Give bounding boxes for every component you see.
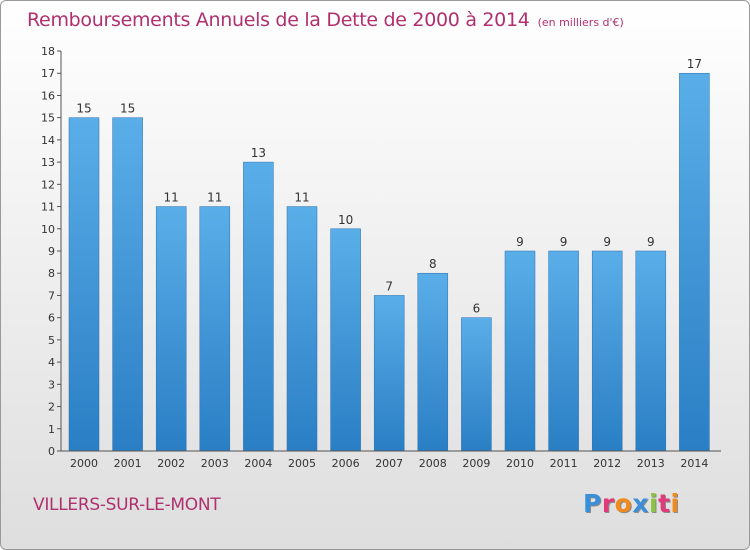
y-tick-label: 1	[48, 423, 55, 436]
y-tick-label: 15	[41, 112, 55, 125]
x-tick-label-2007: 2007	[375, 457, 403, 470]
bar-2003	[199, 206, 231, 452]
logo-letter: t	[658, 489, 671, 518]
data-label-2013: 9	[647, 235, 655, 249]
x-tick-label-2006: 2006	[332, 457, 360, 470]
y-tick-label: 10	[41, 223, 55, 236]
logo-letter: i	[670, 489, 680, 518]
data-label-2002: 11	[164, 191, 179, 205]
y-tick-label: 18	[41, 45, 55, 58]
y-tick-label: 13	[41, 156, 55, 169]
bars	[68, 72, 710, 452]
x-tick-label-2012: 2012	[593, 457, 621, 470]
data-label-2010: 9	[516, 235, 524, 249]
data-label-2005: 11	[294, 191, 309, 205]
y-tick-label: 9	[48, 245, 55, 258]
bar-2001	[112, 117, 143, 452]
data-label-2001: 15	[120, 102, 135, 116]
x-tick-label-2000: 2000	[70, 457, 98, 470]
y-tick-label: 11	[41, 201, 55, 214]
y-tick-label: 6	[48, 312, 55, 325]
data-label-2009: 6	[473, 302, 481, 316]
bar-2010	[504, 250, 536, 452]
data-label-2011: 9	[560, 235, 568, 249]
data-label-2007: 7	[385, 279, 393, 293]
commune-name: VILLERS-SUR-LE-MONT	[33, 495, 221, 515]
data-label-2006: 10	[338, 213, 353, 227]
y-tick-label: 3	[48, 378, 55, 391]
x-tick-label-2013: 2013	[637, 457, 665, 470]
x-tick-label-2002: 2002	[157, 457, 185, 470]
y-tick-label: 16	[41, 89, 55, 102]
data-label-2008: 8	[429, 257, 437, 271]
bar-2008	[417, 272, 449, 452]
y-tick-label: 5	[48, 334, 55, 347]
bar-2011	[548, 250, 579, 452]
x-axis: 2000 2001 2002 2003 2004 2005 2006 2007 2008 2009…	[61, 450, 721, 470]
data-label-2012: 9	[603, 235, 611, 249]
bar-2002	[155, 206, 187, 452]
logo-letter: o	[614, 489, 633, 518]
bar-2000	[68, 117, 100, 452]
x-tick-label-2004: 2004	[244, 457, 272, 470]
bar-2006	[330, 228, 361, 452]
y-tick-label: 0	[48, 445, 55, 458]
y-tick-label: 14	[41, 134, 55, 147]
bar-2005	[286, 206, 318, 452]
x-tick-label-2005: 2005	[288, 457, 316, 470]
x-tick-label-2014: 2014	[680, 457, 708, 470]
logo-letter: i	[649, 489, 659, 518]
bar-2007	[373, 295, 405, 452]
y-tick-label: 8	[48, 267, 55, 280]
data-label-2004: 13	[251, 146, 266, 160]
bar-2014	[679, 72, 710, 452]
y-tick-label: 4	[48, 356, 55, 369]
proxiti-logo: Proxiti	[583, 489, 680, 518]
y-tick-label: 7	[48, 289, 55, 302]
x-tick-label-2003: 2003	[201, 457, 229, 470]
data-label-2000: 15	[76, 102, 91, 116]
x-tick-label-2008: 2008	[419, 457, 447, 470]
x-tick-label-2011: 2011	[550, 457, 578, 470]
y-tick-label: 12	[41, 178, 55, 191]
data-label-2003: 11	[207, 191, 222, 205]
x-tick-label-2001: 2001	[114, 457, 142, 470]
data-labels: 15 15 11 11 13 11 10 7 8 6 9 9 9 9 17	[76, 57, 702, 315]
bar-2004	[243, 161, 274, 452]
x-tick-label-2010: 2010	[506, 457, 534, 470]
chart-subtitle: (en milliers d'€)	[537, 16, 624, 29]
bar-2009	[461, 317, 492, 452]
y-tick-label: 2	[48, 401, 55, 414]
data-label-2014: 17	[687, 57, 702, 71]
logo-letter: P	[583, 489, 602, 518]
bar-2012	[591, 250, 623, 452]
chart-title: Remboursements Annuels de la Dette de 20…	[27, 9, 624, 31]
logo-letter: x	[632, 489, 649, 518]
logo-letter: r	[601, 489, 615, 518]
y-tick-label: 17	[41, 67, 55, 80]
x-tick-label-2009: 2009	[462, 457, 490, 470]
bar-2013	[635, 250, 667, 452]
